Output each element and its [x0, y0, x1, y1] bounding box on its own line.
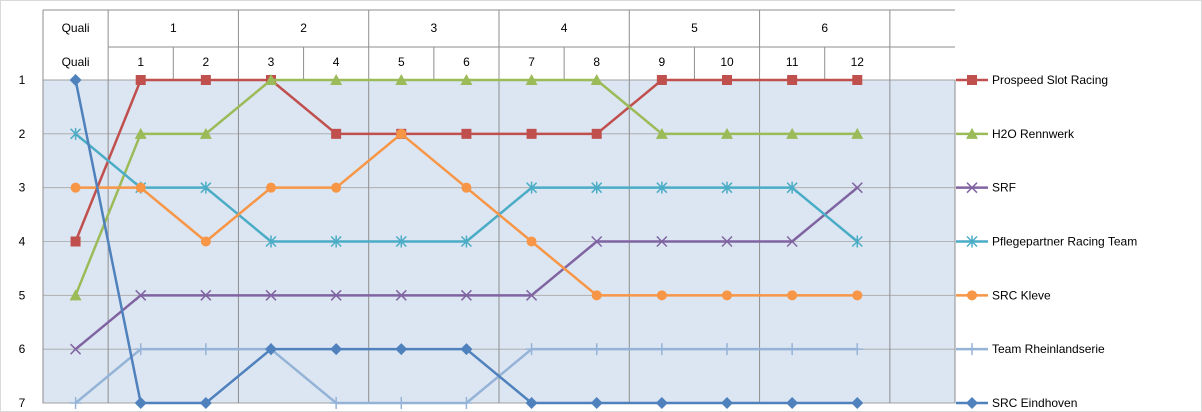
x-tick-label: 1 [137, 55, 144, 69]
legend-label: H2O Rennwerk [992, 127, 1075, 141]
y-tick-label: 5 [19, 288, 26, 302]
x-tick-label: 7 [528, 55, 535, 69]
header-group-label: Quali [62, 21, 90, 35]
data-point [331, 183, 341, 193]
x-tick-label: 3 [268, 55, 275, 69]
legend-label: SRC Eindhoven [992, 396, 1077, 410]
x-tick-label: Quali [62, 55, 90, 69]
x-tick-label: 2 [203, 55, 210, 69]
data-point [461, 129, 471, 139]
x-tick-label: 6 [463, 55, 470, 69]
data-point [527, 129, 537, 139]
header-group-label: 5 [691, 21, 698, 35]
legend-label: SRF [992, 181, 1016, 195]
data-point [592, 129, 602, 139]
x-tick-label: 9 [659, 55, 666, 69]
y-tick-label: 2 [19, 127, 26, 141]
data-point [852, 75, 862, 85]
data-point [852, 290, 862, 300]
header-group-label: 3 [431, 21, 438, 35]
data-point [136, 75, 146, 85]
x-tick-label: 8 [593, 55, 600, 69]
data-point [201, 75, 211, 85]
x-tick-label: 12 [851, 55, 865, 69]
x-tick-label: 10 [720, 55, 734, 69]
legend-label: Prospeed Slot Racing [992, 73, 1108, 87]
data-point [722, 75, 732, 85]
x-tick-label: 4 [333, 55, 340, 69]
data-point [592, 290, 602, 300]
data-point [266, 183, 276, 193]
data-point [527, 237, 537, 247]
legend-marker [967, 290, 977, 300]
data-point [657, 290, 667, 300]
data-point [722, 290, 732, 300]
y-tick-label: 1 [19, 73, 26, 87]
legend-label: Team Rheinlandserie [992, 342, 1105, 356]
x-tick-label: 11 [786, 55, 799, 69]
legend-marker [967, 75, 977, 85]
header-group-label: 6 [821, 21, 828, 35]
y-tick-label: 6 [19, 342, 26, 356]
y-tick-label: 4 [19, 235, 26, 249]
y-tick-label: 7 [19, 396, 26, 410]
legend-label: SRC Kleve [992, 288, 1051, 302]
data-point [461, 183, 471, 193]
data-point [787, 290, 797, 300]
data-point [787, 75, 797, 85]
data-point [331, 129, 341, 139]
y-tick-label: 3 [19, 181, 26, 195]
header-group-label: 4 [561, 21, 568, 35]
legend-label: Pflegepartner Racing Team [992, 235, 1137, 249]
header-group-label: 2 [300, 21, 307, 35]
data-point [657, 75, 667, 85]
data-point [136, 183, 146, 193]
x-tick-label: 5 [398, 55, 405, 69]
data-point [201, 237, 211, 247]
data-point [71, 237, 81, 247]
data-point [396, 129, 406, 139]
header-group-label: 1 [170, 21, 177, 35]
data-point [71, 183, 81, 193]
